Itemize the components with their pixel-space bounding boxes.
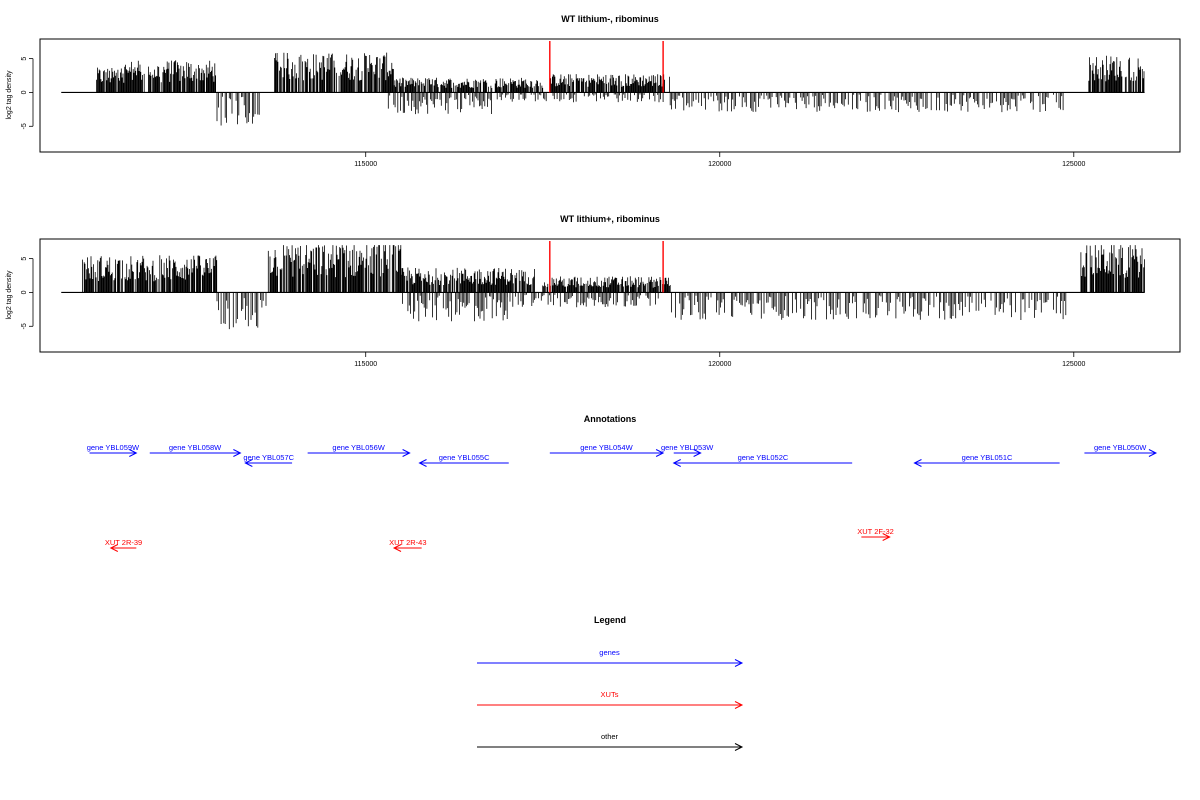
x-tick-label: 120000 [708,361,731,368]
feature-arrowhead [672,459,681,467]
annotation-features: gene YBL059W gene YBL058W gene YBL057C gene… [87,443,1158,552]
legend-item-label: other [601,732,619,741]
feature-arrowhead [734,659,744,667]
y-tick-label: 5 [21,57,28,61]
annotations-title: Annotations [584,414,637,424]
feature-arrowhead [392,544,402,552]
region-markers [549,41,664,93]
gene-label: gene YBL054W [580,443,633,452]
annotations-panel: Annotations gene YBL059W gene YBL058Wgene… [87,414,1158,552]
track-title-lithium-plus: WT lithium+, ribominus [560,214,660,224]
track-panel-lithium-minus: WT lithium-, ribominus log2 tag density … [6,14,1181,168]
legend-item: other [477,732,744,751]
region-markers [549,241,664,293]
feature-arrowhead [244,459,253,467]
plot-frame [39,38,1181,153]
gene-label: gene YBL053W [661,443,714,452]
feature-arrowhead [129,449,138,457]
x-tick-label: 125000 [1062,161,1085,168]
legend-item-label: XUTs [601,690,619,699]
xut-feature: XUT 2R-39 [105,538,142,552]
y-axis: -5 0 5 [21,57,34,129]
xut-feature: XUT 2R-43 [389,538,427,552]
legend-item: genes [477,648,744,667]
y-tick-label: -5 [21,123,28,129]
feature-arrowhead [418,459,427,467]
tag-density-bar [82,245,1145,330]
legend-panel: Legend genes XUTs other [477,615,744,751]
y-axis-label: log2 tag density [6,70,13,120]
track-panel-lithium-plus: WT lithium+, ribominus log2 tag density … [6,214,1181,368]
x-tick-label: 115000 [354,361,377,368]
gene-label: gene YBL056W [332,443,385,452]
xut-feature: XUT 2F-32 [857,527,894,541]
legend-item-label: genes [599,648,620,657]
y-tick-label: -5 [21,323,28,329]
xut-label: XUT 2R-43 [389,538,426,547]
feature-arrowhead [233,449,242,457]
gene-feature: gene YBL051C [913,453,1060,467]
gene-feature: gene YBL053W [661,443,714,457]
plot-frame [39,238,1181,353]
gene-feature: gene YBL058W [149,443,242,457]
tag-density-bar [96,52,1145,126]
tag-density-bars [61,52,1145,126]
x-axis: 115000 120000 125000 [354,352,1086,368]
track-title-lithium-minus: WT lithium-, ribominus [561,14,659,24]
gene-label: gene YBL052C [738,453,789,462]
xut-label: XUT 2R-39 [105,538,142,547]
feature-arrowhead [734,701,744,709]
gene-feature: gene YBL050W [1084,443,1158,457]
legend-items: genes XUTs other [477,648,744,751]
legend-title: Legend [594,615,626,625]
feature-arrowhead [655,449,665,457]
x-tick-label: 120000 [708,161,731,168]
gene-feature: gene YBL059W [87,443,140,457]
gene-label: gene YBL058W [169,443,222,452]
gene-feature: gene YBL057C [243,453,295,467]
feature-arrowhead [109,544,119,552]
gene-label: gene YBL055C [439,453,490,462]
legend-item: XUTs [477,690,744,709]
gene-label: gene YBL050W [1094,443,1147,452]
gene-feature: gene YBL052C [672,453,853,467]
gene-label: gene YBL057C [243,453,294,462]
gene-feature: gene YBL055C [418,453,509,467]
x-tick-label: 115000 [354,161,377,168]
gene-feature: gene YBL054W [549,443,665,457]
y-tick-label: 0 [21,290,28,294]
feature-arrowhead [1148,449,1158,457]
gene-label: gene YBL059W [87,443,140,452]
y-axis-label: log2 tag density [6,270,13,320]
y-tick-label: 5 [21,257,28,261]
tag-density-bars [61,245,1145,330]
y-axis: -5 0 5 [21,257,34,329]
y-tick-label: 0 [21,90,28,94]
x-tick-label: 125000 [1062,361,1085,368]
feature-arrowhead [913,459,922,467]
gene-feature: gene YBL056W [307,443,411,457]
feature-arrowhead [402,449,411,457]
gene-label: gene YBL051C [962,453,1013,462]
xut-label: XUT 2F-32 [857,527,894,536]
feature-arrowhead [693,449,702,457]
x-axis: 115000 120000 125000 [354,152,1086,168]
feature-arrowhead [882,533,891,541]
feature-arrowhead [734,743,744,751]
